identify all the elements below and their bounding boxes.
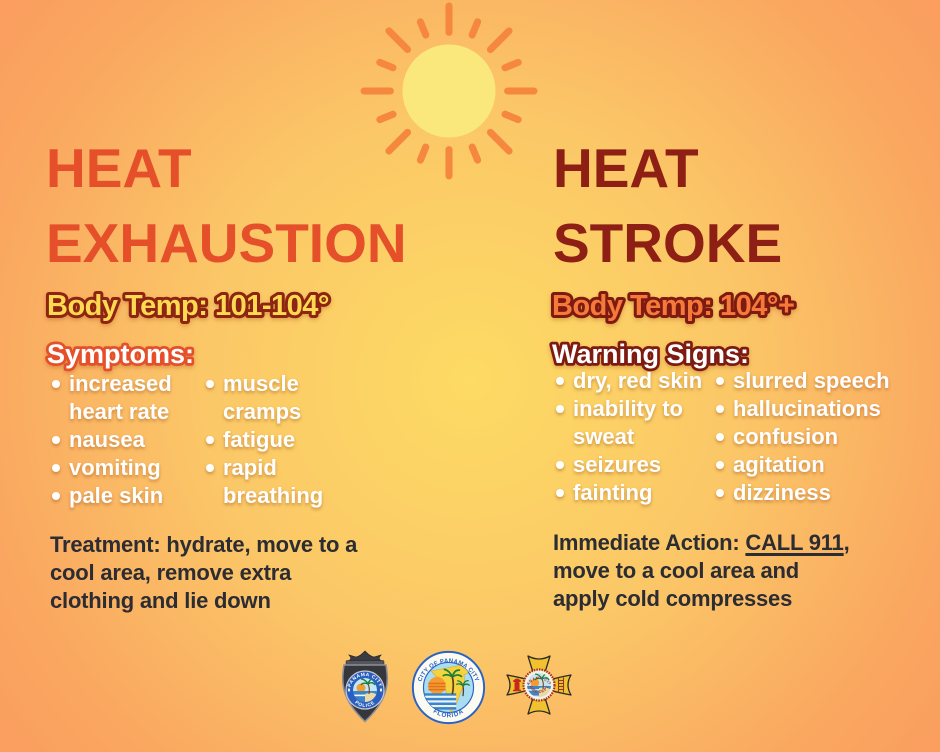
treatment-line: Treatment: hydrate, move to a — [50, 532, 358, 557]
bullet-icon — [716, 377, 724, 385]
fire-hydrant-icon — [513, 678, 521, 692]
sun-icon — [360, 2, 538, 180]
fire-maltese-cross-icon: PANAMA CITY FIRE DEPT — [501, 652, 572, 715]
bullet-icon — [556, 377, 564, 385]
bullet-icon — [52, 464, 60, 472]
list-item: hallucinations — [716, 395, 904, 423]
list-item: dry, red skin — [556, 367, 716, 395]
list-item: slurred speech — [716, 367, 904, 395]
seal-arc-bottom-text: FLORIDA — [432, 708, 465, 720]
list-item: dizziness — [716, 479, 904, 507]
heat-exhaustion-title: HEAT EXHAUSTION — [46, 131, 407, 281]
body-temp-right-text: Body Temp: 104°+ — [552, 290, 794, 322]
bullet-icon — [556, 489, 564, 497]
ladder-icon — [557, 677, 565, 693]
bullet-icon — [556, 461, 564, 469]
title-line-1: HEAT — [46, 137, 192, 199]
warning-item: hallucinations — [733, 396, 881, 421]
bullet-icon — [52, 436, 60, 444]
warning-signs-list-col1: dry, red skin inability to sweat seizure… — [556, 367, 716, 507]
action-line-3: apply cold compresses — [553, 586, 793, 611]
list-item: agitation — [716, 451, 904, 479]
list-item: vomiting — [52, 454, 208, 482]
list-item: increased heart rate — [52, 370, 208, 426]
body-temp-left-text: Body Temp: 101-104° — [47, 290, 329, 322]
list-item: rapid breathing — [206, 454, 338, 510]
symptom-item: pale skin — [69, 483, 164, 508]
treatment-line: cool area, remove extra — [50, 560, 292, 585]
list-item: inability to sweat — [556, 395, 716, 451]
list-item: nausea — [52, 426, 208, 454]
title-line-2: EXHAUSTION — [46, 212, 407, 274]
warning-item: dry, red skin — [573, 368, 703, 393]
call-911-text: CALL 911 — [745, 530, 844, 555]
action-prefix: Immediate Action: — [553, 530, 746, 555]
warning-item: agitation — [733, 452, 825, 477]
action-line-2: move to a cool area and — [553, 558, 800, 583]
action-line-1: Immediate Action: CALL 911, — [553, 529, 913, 557]
treatment-line: clothing and lie down — [50, 588, 271, 613]
immediate-action-text: Immediate Action: CALL 911, move to a co… — [553, 529, 913, 613]
symptom-item: vomiting — [69, 455, 161, 480]
body-temp-left: Body Temp: 101-104° — [44, 287, 333, 325]
symptoms-list-col1: increased heart rate nausea vomiting pal… — [52, 370, 208, 510]
city-seal-icon: CITY OF PANAMA CITY FLORIDA — [411, 650, 486, 725]
police-badge-icon: PANAMA CITY POLICE — [341, 650, 389, 723]
bullet-icon — [716, 405, 724, 413]
svg-text:POLICE: POLICE — [354, 700, 377, 709]
list-item: seizures — [556, 451, 716, 479]
bullet-icon — [716, 489, 724, 497]
star-icon — [379, 687, 383, 693]
symptoms-list-col2: muscle cramps fatigue rapid breathing — [206, 370, 338, 510]
warning-item: inability to sweat — [573, 396, 683, 449]
symptom-item: rapid breathing — [223, 455, 324, 508]
warning-item: slurred speech — [733, 368, 890, 393]
bullet-icon — [206, 436, 214, 444]
symptom-item: muscle cramps — [223, 371, 302, 424]
warning-item: dizziness — [733, 480, 831, 505]
bullet-icon — [52, 380, 60, 388]
warning-signs-heading: Warning Signs: — [549, 336, 752, 372]
bullet-icon — [556, 405, 564, 413]
star-icon — [347, 687, 351, 693]
list-item: fatigue — [206, 426, 338, 454]
symptom-item: increased heart rate — [69, 371, 172, 424]
body-temp-right: Body Temp: 104°+ — [549, 287, 798, 325]
bullet-icon — [206, 380, 214, 388]
list-item: confusion — [716, 423, 904, 451]
heat-stroke-title: HEAT STROKE — [553, 131, 782, 281]
warning-item: fainting — [573, 480, 653, 505]
bullet-icon — [716, 461, 724, 469]
bullet-icon — [716, 433, 724, 441]
warning-signs-list-col2: slurred speech hallucinations confusion … — [716, 367, 904, 507]
symptoms-heading: Symptoms: — [44, 336, 197, 372]
svg-text:FLORIDA: FLORIDA — [432, 708, 466, 720]
treatment-text: Treatment: hydrate, move to a cool area,… — [50, 531, 390, 615]
warning-item: confusion — [733, 424, 839, 449]
list-item: pale skin — [52, 482, 208, 510]
title-line-1: HEAT — [553, 137, 699, 199]
warning-signs-heading-text: Warning Signs: — [552, 339, 749, 369]
list-item: fainting — [556, 479, 716, 507]
police-arc-bottom-text: POLICE — [354, 700, 376, 709]
symptom-item: nausea — [69, 427, 145, 452]
warning-item: seizures — [573, 452, 662, 477]
bullet-icon — [206, 464, 214, 472]
bullet-icon — [52, 492, 60, 500]
symptom-item: fatigue — [223, 427, 296, 452]
symptoms-heading-text: Symptoms: — [47, 339, 194, 369]
action-comma: , — [843, 530, 850, 555]
list-item: muscle cramps — [206, 370, 338, 426]
title-line-2: STROKE — [553, 212, 783, 274]
